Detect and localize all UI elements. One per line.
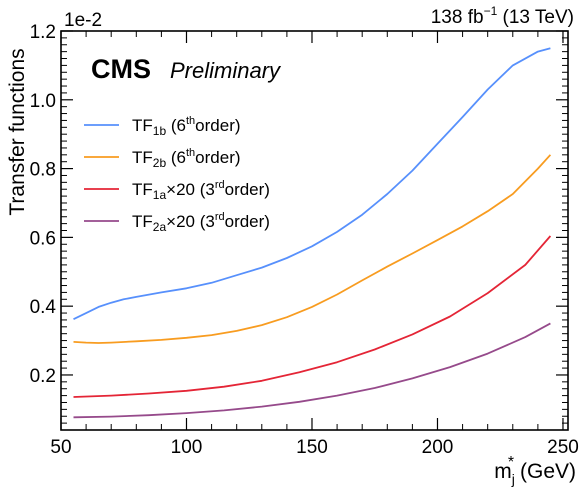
cms-label: CMS: [91, 54, 151, 84]
y-tick-label: 1.2: [30, 22, 56, 43]
x-tick-label: 200: [422, 437, 454, 458]
legend: TF1b (6thorder) TF2b (6thorder) TF1a×20 (3…: [84, 115, 270, 234]
y-axis-title: Transfer functions: [6, 48, 29, 215]
ticks-layer: [60, 30, 568, 430]
plot-frame: [60, 30, 569, 431]
legend-label-1: TF1b (6thorder): [132, 115, 241, 138]
tick-labels-layer: 50 100 150 200 250 0.2 0.4 0.6 0.8 1.0 1.2: [30, 22, 579, 458]
y-tick-label: 0.4: [30, 297, 57, 318]
legend-label-2: TF2b (6thorder): [132, 147, 241, 170]
luminosity-label: 138 fb−1 (13 TeV): [431, 4, 574, 28]
preliminary-label: Preliminary: [170, 58, 282, 83]
scale-label: 1e-2: [64, 10, 102, 31]
series-line-4: [73, 322, 551, 419]
legend-label-4: TF2a×20 (3rdorder): [132, 211, 270, 234]
x-axis-title: mj* (GeV): [494, 454, 576, 487]
series-line-3: [73, 235, 552, 398]
series-line-2: [73, 154, 552, 344]
legend-label-3: TF1a×20 (3rdorder): [132, 179, 270, 202]
y-tick-label: 1.0: [30, 91, 56, 112]
x-tick-label: 150: [296, 437, 328, 458]
x-tick-label: 100: [171, 437, 203, 458]
x-tick-label: 50: [50, 437, 71, 458]
y-tick-label: 0.6: [30, 228, 56, 249]
y-tick-label: 0.2: [30, 366, 56, 387]
x-tick-label: 250: [547, 437, 579, 458]
series-layer: [73, 47, 552, 419]
y-tick-label: 0.8: [30, 160, 56, 181]
series-line-1: [73, 47, 551, 321]
